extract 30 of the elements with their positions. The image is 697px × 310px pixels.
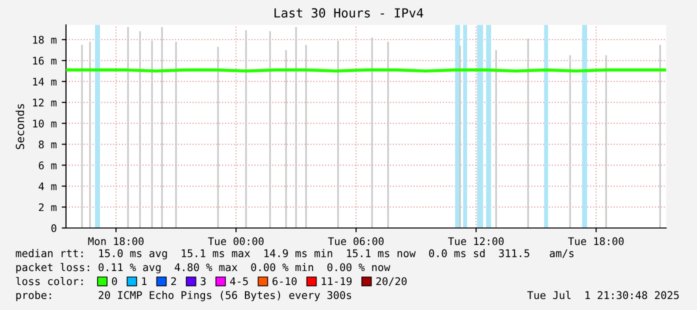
text: probe: 20 ICMP Echo Pings (56 Bytes) every 300s [16, 290, 352, 302]
x-tick-label: Tue 00:00 [208, 237, 264, 246]
y-tick-label: 6 m [38, 161, 56, 170]
legend-label: 6-10 [272, 277, 297, 286]
y-tick-label: 18 m [33, 36, 56, 44]
legend-title: loss color: [16, 276, 83, 286]
x-tick-label: Mon 18:00 [88, 237, 144, 246]
y-tick-label: 8 m [38, 140, 56, 148]
legend-label: 4-5 [230, 277, 248, 286]
legend-label: 2 [171, 277, 176, 286]
x-tick-label: Tue 12:00 [448, 237, 504, 246]
legend-label: 1 [142, 277, 147, 286]
y-tick-label: 10 m [33, 120, 56, 128]
chart-title: Last 30 Hours - IPv4 [274, 8, 424, 18]
text: median rtt: 15.0 ms avg 15.1 ms max 14.9 ms min 15.1 ms now 0.0 ms sd 311.5 am/s [16, 249, 574, 260]
legend-label: 3 [200, 277, 206, 286]
y-tick-label: 2 m [38, 203, 56, 212]
x-tick-label: Tue 06:00 [328, 237, 384, 246]
legend-label: 11-19 [322, 277, 352, 286]
y-tick-label: 0 [51, 224, 56, 232]
y-tick-label: 12 m [33, 98, 56, 106]
legend-label: 20/20 [376, 277, 407, 286]
y-tick-label: 4 m [38, 182, 56, 190]
text: packet loss: 0.11 % avg 4.80 % max 0.00 % min 0.00 % now [16, 262, 390, 274]
y-tick-label: 14 m [33, 78, 56, 86]
text: Tue Jul 1 21:30:48 2025 [527, 290, 679, 300]
y-tick-label: 16 m [33, 56, 56, 65]
legend-label: 0 [112, 277, 117, 286]
x-tick-label: Tue 18:00 [568, 237, 624, 246]
y-axis-title: Seconds [16, 104, 24, 150]
